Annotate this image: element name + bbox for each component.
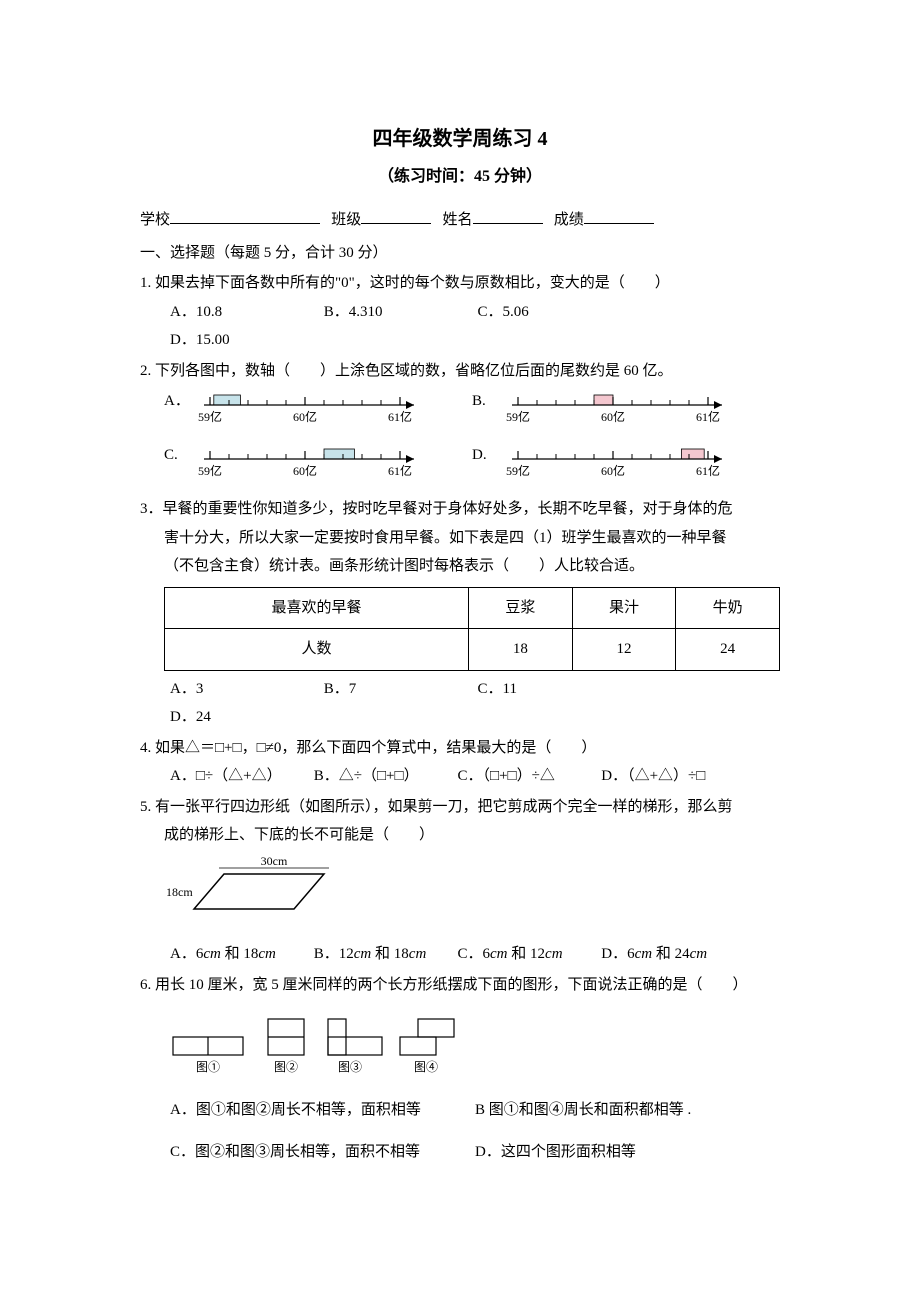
svg-text:图②: 图②	[274, 1060, 298, 1074]
svg-text:图③: 图③	[338, 1060, 362, 1074]
q3-table: 最喜欢的早餐 豆浆 果汁 牛奶 人数 18 12 24	[164, 587, 780, 671]
svg-text:图①: 图①	[196, 1060, 220, 1074]
q2-label-b: B.	[472, 385, 498, 416]
svg-text:59亿: 59亿	[506, 463, 530, 478]
svg-text:18cm: 18cm	[166, 885, 193, 899]
q4-opt-d: D．（△+△）÷□	[601, 762, 741, 791]
q1-options: A．10.8 B．4.310 C．5.06 D．15.00	[140, 298, 780, 355]
q6-options: A．图①和图②周长不相等，面积相等 B 图①和图④周长和面积都相等 . C．图②…	[140, 1096, 780, 1167]
table-row: 人数 18 12 24	[165, 629, 780, 671]
q2-label-d: D.	[472, 439, 498, 470]
q4-opt-c: C．（□+□）÷△	[458, 762, 598, 791]
q1-stem: 1. 如果去掉下面各数中所有的"0"，这时的每个数与原数相比，变大的是（ ）	[140, 269, 780, 298]
svg-text:61亿: 61亿	[696, 463, 720, 478]
svg-text:59亿: 59亿	[506, 409, 530, 424]
q3-stem1: 3．早餐的重要性你知道多少，按时吃早餐对于身体好处多，长期不吃早餐，对于身体的危	[140, 495, 780, 524]
q4-stem: 4. 如果△＝□+□，□≠0，那么下面四个算式中，结果最大的是（ ）	[140, 734, 780, 763]
q2-label-c: C.	[164, 439, 190, 470]
q4-opt-b: B．△÷（□+□）	[314, 762, 454, 791]
q2-label-a: A．	[164, 385, 190, 416]
page-subtitle: （练习时间：45 分钟）	[140, 162, 780, 192]
q6-figures: 图① 图② 图③ 图④	[168, 1007, 498, 1077]
svg-text:60亿: 60亿	[293, 463, 317, 478]
table-cell: 果汁	[572, 587, 676, 629]
question-3: 3．早餐的重要性你知道多少，按时吃早餐对于身体好处多，长期不吃早餐，对于身体的危…	[140, 495, 780, 732]
q5-stem2: 成的梯形上、下底的长不可能是（ ）	[140, 821, 780, 850]
q3-opt-c: C．11	[478, 675, 628, 704]
svg-text:61亿: 61亿	[696, 409, 720, 424]
q4-opt-a: A．□÷（△+△）	[170, 762, 310, 791]
q1-opt-a: A．10.8	[170, 298, 320, 327]
section-1-heading: 一、选择题（每题 5 分，合计 30 分）	[140, 239, 780, 268]
question-5: 5. 有一张平行四边形纸（如图所示），如果剪一刀，把它剪成两个完全一样的梯形，那…	[140, 793, 780, 969]
question-6: 6. 用长 10 厘米，宽 5 厘米同样的两个长方形纸摆成下面的图形，下面说法正…	[140, 971, 780, 1167]
q3-options: A．3 B．7 C．11 D．24	[140, 675, 780, 732]
number-line-a: 59亿 60亿 61亿	[190, 385, 430, 433]
q3-stem3: （不包含主食）统计表。画条形统计图时每格表示（ ）人比较合适。	[140, 552, 780, 581]
question-1: 1. 如果去掉下面各数中所有的"0"，这时的每个数与原数相比，变大的是（ ） A…	[140, 269, 780, 355]
svg-text:30cm: 30cm	[261, 854, 288, 868]
q5-opt-c: C．6cm 和 12cm	[458, 940, 598, 969]
table-row: 最喜欢的早餐 豆浆 果汁 牛奶	[165, 587, 780, 629]
table-cell: 最喜欢的早餐	[165, 587, 469, 629]
parallelogram-figure: 30cm 18cm	[164, 854, 344, 924]
svg-text:60亿: 60亿	[293, 409, 317, 424]
q5-opt-a: A．6cm 和 18cm	[170, 940, 310, 969]
page-title: 四年级数学周练习 4	[140, 120, 780, 158]
table-cell: 18	[469, 629, 573, 671]
table-cell: 牛奶	[676, 587, 780, 629]
question-2: 2. 下列各图中，数轴（ ）上涂色区域的数，省略亿位后面的尾数约是 60 亿。 …	[140, 357, 780, 494]
q4-options: A．□÷（△+△） B．△÷（□+□） C．（□+□）÷△ D．（△+△）÷□	[140, 762, 780, 791]
number-line-b: 59亿 60亿 61亿	[498, 385, 738, 433]
q1-opt-b: B．4.310	[324, 298, 474, 327]
q3-stem2: 害十分大，所以大家一定要按时食用早餐。如下表是四（1）班学生最喜欢的一种早餐	[140, 524, 780, 553]
q2-stem: 2. 下列各图中，数轴（ ）上涂色区域的数，省略亿位后面的尾数约是 60 亿。	[140, 357, 780, 386]
q3-opt-b: B．7	[324, 675, 474, 704]
q6-stem: 6. 用长 10 厘米，宽 5 厘米同样的两个长方形纸摆成下面的图形，下面说法正…	[140, 971, 780, 1000]
q5-stem1: 5. 有一张平行四边形纸（如图所示），如果剪一刀，把它剪成两个完全一样的梯形，那…	[140, 793, 780, 822]
q6-opt-a: A．图①和图②周长不相等，面积相等	[170, 1096, 475, 1125]
svg-text:61亿: 61亿	[388, 409, 412, 424]
svg-text:60亿: 60亿	[601, 409, 625, 424]
q1-opt-d: D．15.00	[170, 326, 320, 355]
number-line-c: 59亿 60亿 61亿	[190, 439, 430, 487]
table-cell: 人数	[165, 629, 469, 671]
table-cell: 12	[572, 629, 676, 671]
q5-opt-d: D．6cm 和 24cm	[601, 940, 741, 969]
class-label: 班级	[331, 212, 361, 228]
table-cell: 24	[676, 629, 780, 671]
q6-opt-d: D．这四个图形面积相等	[475, 1138, 780, 1167]
number-line-d: 59亿 60亿 61亿	[498, 439, 738, 487]
score-label: 成绩	[554, 212, 584, 228]
info-line: 学校 班级 姓名 成绩	[140, 206, 780, 235]
name-label: 姓名	[443, 212, 473, 228]
svg-text:图④: 图④	[414, 1060, 438, 1074]
q3-opt-d: D．24	[170, 703, 320, 732]
svg-text:59亿: 59亿	[198, 409, 222, 424]
q6-opt-c: C．图②和图③周长相等，面积不相等	[170, 1138, 475, 1167]
q6-opt-b: B 图①和图④周长和面积都相等 .	[475, 1096, 780, 1125]
school-label: 学校	[140, 212, 170, 228]
q3-opt-a: A．3	[170, 675, 320, 704]
svg-text:59亿: 59亿	[198, 463, 222, 478]
svg-text:61亿: 61亿	[388, 463, 412, 478]
q5-opt-b: B．12cm 和 18cm	[314, 940, 454, 969]
q1-opt-c: C．5.06	[478, 298, 628, 327]
svg-text:60亿: 60亿	[601, 463, 625, 478]
question-4: 4. 如果△＝□+□，□≠0，那么下面四个算式中，结果最大的是（ ） A．□÷（…	[140, 734, 780, 791]
table-cell: 豆浆	[469, 587, 573, 629]
q5-options: A．6cm 和 18cm B．12cm 和 18cm C．6cm 和 12cm …	[140, 940, 780, 969]
